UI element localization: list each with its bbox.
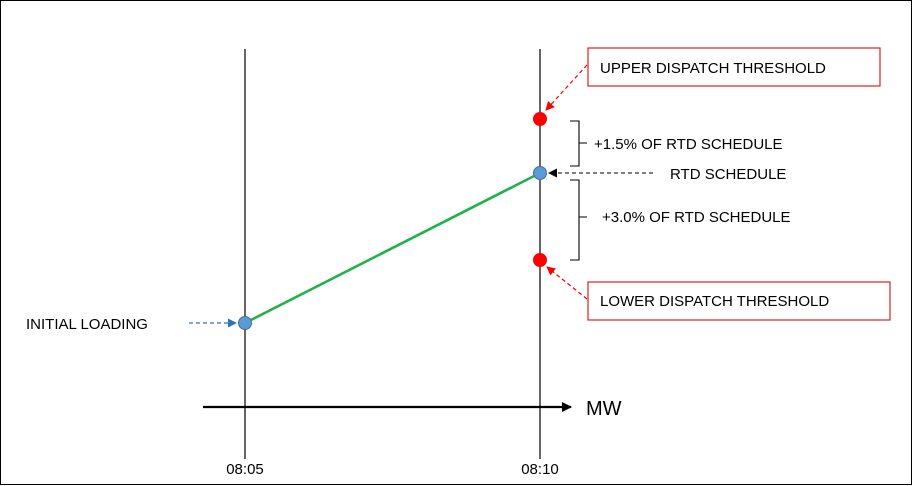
upper-bracket	[570, 120, 587, 167]
rtd-schedule-label: RTD SCHEDULE	[670, 166, 786, 183]
lower-threshold-point	[533, 253, 547, 267]
lower-threshold-arrow	[546, 266, 588, 300]
lower-bracket	[570, 179, 587, 261]
initial-loading-label: INITIAL LOADING	[26, 316, 148, 333]
ramp-line	[244, 171, 541, 325]
time-label-0810: 08:10	[521, 461, 559, 478]
upper-threshold-callout	[587, 47, 881, 87]
mw-axis-label: MW	[586, 398, 622, 420]
time-label-0805: 08:05	[226, 461, 264, 478]
lower-threshold-label: LOWER DISPATCH THRESHOLD	[600, 293, 829, 310]
upper-threshold-label: UPPER DISPATCH THRESHOLD	[600, 60, 826, 77]
lower-threshold-callout	[587, 281, 891, 321]
plus-lower-label: +3.0% OF RTD SCHEDULE	[602, 209, 791, 226]
plus-upper-label: +1.5% OF RTD SCHEDULE	[594, 136, 783, 153]
upper-threshold-point	[533, 112, 547, 126]
rtd-schedule-point	[533, 166, 547, 180]
initial-loading-point	[238, 316, 252, 330]
upper-threshold-arrow	[545, 64, 588, 111]
